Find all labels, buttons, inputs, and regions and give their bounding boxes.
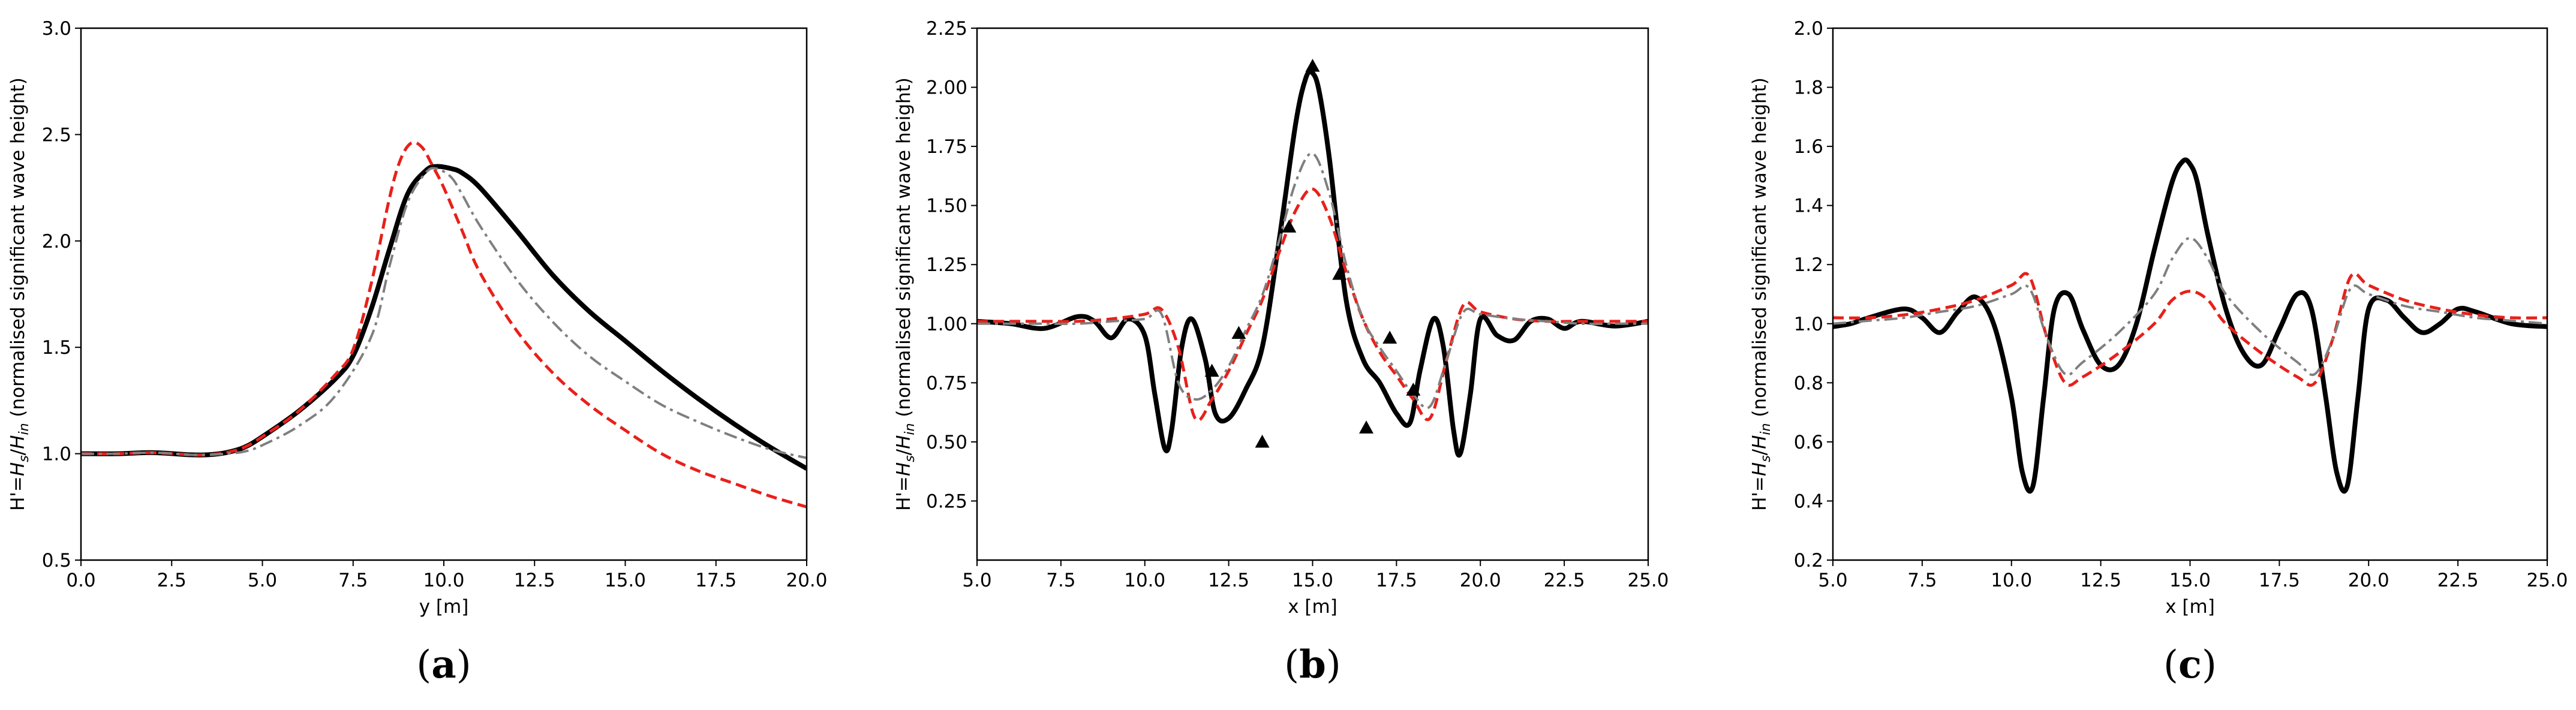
x-tick-label: 2.5 <box>157 570 187 591</box>
x-tick-label: 20.0 <box>786 570 827 591</box>
x-tick-label: 5.0 <box>248 570 277 591</box>
x-tick-label: 7.5 <box>1046 570 1075 591</box>
x-tick-label: 17.5 <box>1376 570 1417 591</box>
y-tick-label: 1.25 <box>926 254 967 276</box>
x-tick-label: 22.5 <box>2437 570 2479 591</box>
y-tick-label: 0.75 <box>926 372 967 394</box>
x-tick-label: 7.5 <box>1907 570 1937 591</box>
y-tick-label: 2.00 <box>926 77 967 99</box>
series-line-solid-black <box>1833 157 2547 494</box>
axes-frame <box>80 27 808 561</box>
x-tick-label: 25.0 <box>2526 570 2568 591</box>
axes-frame <box>1832 27 2548 561</box>
y-tick-label: 1.8 <box>1794 77 1823 99</box>
y-tick-label: 0.8 <box>1794 372 1823 394</box>
x-tick-label: 25.0 <box>1627 570 1669 591</box>
chart-panel-b: 5.0 7.5 10.0 12.5 15.0 17.5 20.0 22.5 25.0 0.25 0.… <box>893 18 1669 687</box>
y-tick-label: 1.6 <box>1794 136 1823 158</box>
y-tick-label: 1.00 <box>926 314 967 335</box>
series-line-solid-black <box>81 164 807 471</box>
x-axis-label: x [m] <box>2165 596 2215 618</box>
y-tick-label: 0.2 <box>1794 550 1823 571</box>
y-tick-label: 1.75 <box>926 136 967 158</box>
y-tick-label: 0.25 <box>926 491 967 512</box>
panel-label: (c) <box>2163 642 2217 687</box>
measurement-marker <box>1231 326 1246 339</box>
panel-label: (a) <box>416 642 471 687</box>
measurement-marker <box>1406 383 1421 396</box>
measurement-marker <box>1204 363 1219 377</box>
x-tick-label: 12.5 <box>2080 570 2121 591</box>
y-tick-label: 1.2 <box>1794 254 1823 276</box>
y-tick-label: 2.25 <box>926 18 967 40</box>
series-line-dash-red <box>81 140 807 509</box>
x-tick-label: 12.5 <box>1208 570 1249 591</box>
x-tick-label: 7.5 <box>338 570 368 591</box>
y-tick-label: 1.50 <box>926 195 967 217</box>
y-tick-label: 1.4 <box>1794 195 1823 217</box>
x-axis-label: x [m] <box>1288 596 1337 618</box>
series-line-dashdot-gray <box>1833 236 2547 377</box>
y-tick-label: 2.5 <box>42 124 71 146</box>
y-axis-label: H'=Hs/Hin (normalised significant wave h… <box>893 77 918 511</box>
x-tick-label: 10.0 <box>1124 570 1165 591</box>
x-tick-label: 0.0 <box>66 570 95 591</box>
y-tick-label: 0.4 <box>1794 491 1823 512</box>
x-tick-label: 20.0 <box>2348 570 2389 591</box>
y-tick-label: 1.5 <box>42 337 71 359</box>
series-line-solid-black <box>977 69 1648 458</box>
measurement-marker <box>1255 434 1270 448</box>
x-tick-label: 15.0 <box>605 570 646 591</box>
x-tick-label: 15.0 <box>1292 570 1333 591</box>
series-line-dash-red <box>977 187 1648 422</box>
measurement-marker <box>1282 219 1297 233</box>
y-axis-label: H'=Hs/Hin (normalised significant wave h… <box>7 77 32 511</box>
x-tick-label: 5.0 <box>962 570 991 591</box>
y-tick-label: 1.0 <box>42 444 71 465</box>
x-tick-label: 10.0 <box>1991 570 2032 591</box>
x-tick-label: 12.5 <box>514 570 555 591</box>
y-tick-label: 2.0 <box>42 231 71 252</box>
y-tick-label: 2.0 <box>1794 18 1823 40</box>
series-line-dash-red <box>1833 272 2547 387</box>
x-tick-label: 17.5 <box>695 570 737 591</box>
measurement-marker <box>1332 266 1347 280</box>
x-tick-label: 10.0 <box>423 570 464 591</box>
y-tick-label: 0.6 <box>1794 432 1823 453</box>
x-tick-label: 20.0 <box>1460 570 1501 591</box>
axes-frame <box>976 27 1649 561</box>
chart-panel-a: 0.0 2.5 5.0 7.5 10.0 12.5 15.0 17.5 20.0 0.5 1.0 1.… <box>7 18 828 687</box>
y-tick-label: 1.0 <box>1794 314 1823 335</box>
x-tick-label: 22.5 <box>1544 570 1585 591</box>
y-axis-label: H'=Hs/Hin (normalised significant wave h… <box>1749 77 1774 511</box>
y-tick-label: 3.0 <box>42 18 71 40</box>
x-axis-label: y [m] <box>419 596 469 618</box>
x-tick-label: 5.0 <box>1818 570 1847 591</box>
x-tick-label: 17.5 <box>2259 570 2300 591</box>
series-line-dashdot-gray <box>81 167 807 459</box>
series-line-dashdot-gray <box>977 152 1648 410</box>
measurement-marker <box>1305 59 1320 72</box>
x-tick-label: 15.0 <box>2169 570 2211 591</box>
measurement-marker <box>1359 420 1374 434</box>
measurement-marker <box>1382 330 1397 344</box>
panel-label: (b) <box>1284 642 1341 687</box>
chart-panel-c: 5.0 7.5 10.0 12.5 15.0 17.5 20.0 22.5 25.0 0.2 0.4… <box>1749 18 2568 687</box>
y-tick-label: 0.5 <box>42 550 71 571</box>
y-tick-label: 0.50 <box>926 432 967 453</box>
